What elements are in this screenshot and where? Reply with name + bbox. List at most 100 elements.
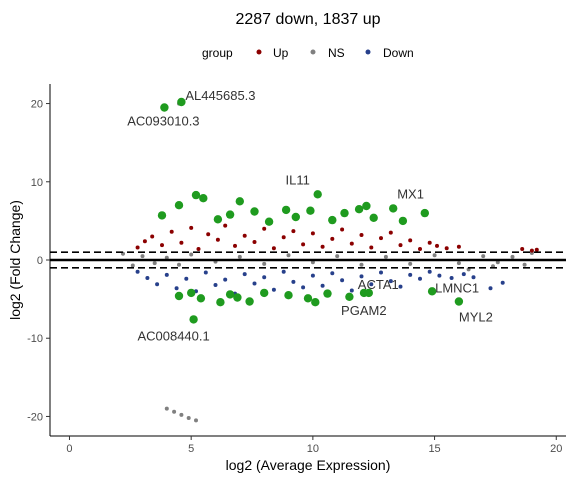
- plot-area: [50, 97, 566, 423]
- point-up: [340, 227, 345, 232]
- highlight-point: [354, 205, 364, 214]
- point-down: [271, 287, 276, 292]
- highlight-point: [389, 204, 398, 213]
- point-down: [461, 272, 466, 277]
- highlight-point: [245, 297, 254, 306]
- point-up: [215, 237, 220, 242]
- point-up: [520, 247, 525, 251]
- point-up: [456, 244, 461, 249]
- highlight-point: [160, 103, 169, 112]
- point-up: [291, 229, 296, 234]
- point-down: [281, 269, 286, 274]
- gene-label-acta1: ACTA1: [358, 277, 399, 292]
- point-ns: [262, 261, 267, 266]
- point-down: [213, 283, 218, 287]
- point-up: [142, 239, 147, 244]
- highlight-point: [323, 289, 332, 298]
- highlight-point: [250, 207, 259, 216]
- point-ns: [172, 409, 177, 414]
- point-ns: [310, 260, 315, 265]
- legend-label-ns: NS: [328, 46, 345, 60]
- x-tick-label: 15: [428, 443, 440, 455]
- point-up: [189, 225, 194, 230]
- highlight-point: [340, 208, 349, 218]
- point-up: [529, 248, 534, 253]
- y-axis-label: log2 (Fold Change): [7, 200, 23, 320]
- point-down: [155, 282, 160, 287]
- point-ns: [186, 416, 191, 420]
- point-down: [471, 275, 476, 280]
- legend-swatch-ns: [310, 49, 316, 55]
- y-tick-label: 0: [37, 255, 43, 267]
- legend-entry-up: Up: [256, 46, 289, 60]
- highlight-point: [398, 216, 408, 226]
- point-down: [184, 276, 189, 281]
- point-down: [252, 281, 257, 286]
- point-ns: [495, 260, 500, 265]
- point-down: [223, 277, 228, 282]
- point-up: [196, 247, 201, 251]
- highlight-point: [233, 293, 242, 302]
- point-up: [418, 247, 422, 251]
- highlight-point: [311, 298, 320, 307]
- point-up: [379, 236, 383, 241]
- point-ns: [152, 261, 157, 266]
- gene-label-il11: IL11: [286, 172, 310, 187]
- point-up: [330, 236, 335, 241]
- gene-label-lmnc1: LMNC1: [435, 280, 479, 295]
- point-ns: [140, 254, 145, 259]
- point-up: [398, 243, 403, 248]
- point-up: [242, 233, 247, 238]
- point-ns: [432, 253, 437, 258]
- highlight-point: [189, 315, 198, 324]
- point-up: [169, 229, 174, 234]
- point-ns: [510, 254, 515, 259]
- y-tick-label: -20: [27, 411, 43, 423]
- x-axis-label: log2 (Average Expression): [226, 457, 391, 473]
- highlight-point: [225, 290, 235, 299]
- highlight-point: [174, 291, 184, 301]
- point-up: [534, 247, 539, 252]
- highlight-point: [454, 297, 464, 306]
- legend-label-down: Down: [383, 46, 414, 60]
- point-down: [164, 272, 169, 277]
- point-down: [398, 284, 403, 289]
- gene-label-ac093010-3: AC093010.3: [127, 114, 199, 129]
- highlight-point: [345, 292, 354, 301]
- x-tick-label: 20: [550, 443, 562, 455]
- point-up: [369, 245, 374, 250]
- highlight-point: [187, 288, 196, 298]
- highlight-point: [216, 298, 225, 307]
- point-up: [160, 243, 164, 248]
- point-up: [427, 240, 432, 245]
- highlight-point: [264, 217, 274, 226]
- point-down: [379, 270, 383, 275]
- point-down: [174, 286, 179, 291]
- highlight-point: [225, 210, 235, 219]
- point-ns: [286, 253, 291, 258]
- highlight-point: [174, 201, 184, 210]
- point-up: [349, 241, 354, 246]
- highlight-point: [420, 208, 429, 218]
- point-up: [281, 235, 286, 240]
- point-ns: [408, 261, 413, 266]
- x-tick-label: 5: [188, 443, 194, 455]
- point-down: [330, 271, 335, 276]
- highlight-point: [157, 211, 167, 220]
- highlight-point: [260, 288, 269, 298]
- point-up: [444, 246, 449, 251]
- point-ns: [164, 406, 169, 411]
- point-up: [301, 242, 306, 247]
- point-down: [349, 288, 354, 293]
- chart-title: 2287 down, 1837 up: [235, 11, 380, 28]
- point-up: [359, 233, 364, 237]
- point-ns: [481, 254, 486, 259]
- point-up: [262, 226, 267, 231]
- point-down: [449, 276, 454, 280]
- legend-entry-down: Down: [365, 46, 414, 60]
- x-tick-label: 0: [66, 443, 72, 455]
- point-down: [500, 280, 505, 285]
- point-up: [310, 231, 315, 236]
- point-down: [203, 270, 208, 275]
